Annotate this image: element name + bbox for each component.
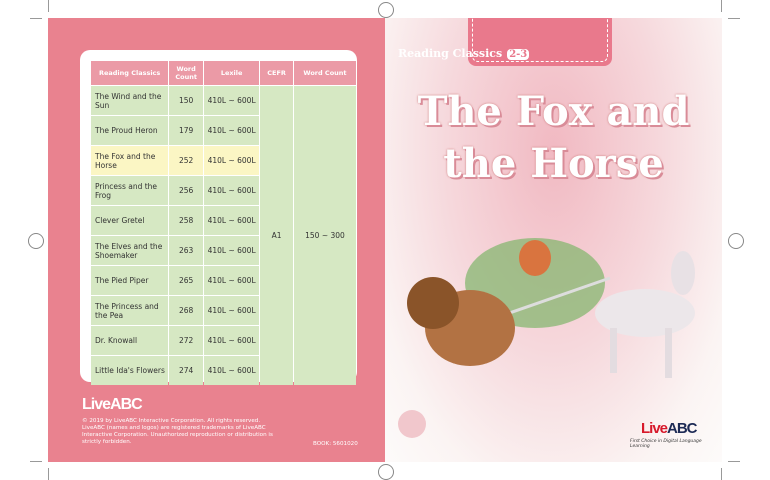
horse-body [595, 289, 695, 337]
cell-title: Princess and the Frog [91, 176, 169, 205]
cell-title: The Fox and the Horse [91, 146, 169, 175]
front-cover: Reading Classics 2-3 The Fox and the Horse… [385, 18, 722, 462]
back-cover: Reading Classics Word Count Lexile CEFR Word… [48, 18, 385, 462]
table-row: The Wind and the Sun 150 410L ~ 600L A1 150 … [91, 86, 356, 385]
column-header: Reading Classics [91, 61, 169, 85]
series-label: Reading Classics 2-3 [398, 47, 530, 60]
series-tab [468, 18, 612, 66]
horse-leg [610, 328, 617, 373]
table-row: The Princess and the Pea 268 410L ~ 600L [91, 296, 356, 325]
cell-count: 258 [169, 206, 204, 235]
rope [494, 276, 611, 320]
crop-mark [48, 468, 49, 480]
cell-word_count_range: 150 ~ 300 [293, 86, 356, 385]
crop-mark [721, 0, 722, 12]
table-row: Little Ida's Flowers 274 410L ~ 600L [91, 356, 356, 385]
fox [519, 240, 551, 276]
table-row: Dr. Knowall 272 410L ~ 600L [91, 326, 356, 355]
cell-lexile: 410L ~ 600L [204, 86, 260, 115]
tagline: First Choice in Digital Language Learnin… [630, 439, 702, 449]
cell-lexile: 410L ~ 600L [204, 236, 260, 265]
copyright-text: © 2019 by LiveABC Interactive Corporatio… [82, 418, 273, 445]
table-row: The Pied Piper 265 410L ~ 600L [91, 266, 356, 295]
cell-title: The Elves and the Shoemaker [91, 236, 169, 265]
reading-pen-icon[interactable] [398, 410, 426, 438]
reading-list-table: Reading Classics Word Count Lexile CEFR Word… [90, 60, 357, 386]
series-name: Reading Classics [398, 47, 503, 60]
column-header: CEFR [260, 61, 293, 85]
cell-count: 268 [169, 296, 204, 325]
registration-mark [728, 233, 744, 249]
book-code: BOOK: 5601020 [313, 441, 358, 447]
crop-mark [30, 18, 42, 19]
column-header: Word Count [169, 61, 204, 85]
title-line: The Fox and [417, 88, 690, 135]
cell-lexile: 410L ~ 600L [204, 206, 260, 235]
cell-lexile: 410L ~ 600L [204, 116, 260, 145]
cell-count: 265 [169, 266, 204, 295]
cell-count: 179 [169, 116, 204, 145]
book-title: The Fox and the Horse [385, 86, 722, 190]
title-line: the Horse [443, 140, 664, 187]
cell-title: Clever Gretel [91, 206, 169, 235]
cell-count: 256 [169, 176, 204, 205]
crop-mark [721, 468, 722, 480]
table-row: The Fox and the Horse 252 410L ~ 600L [91, 146, 356, 175]
cell-lexile: 410L ~ 600L [204, 176, 260, 205]
registration-mark [28, 233, 44, 249]
crop-mark [728, 18, 740, 19]
table-row: The Elves and the Shoemaker 263 410L ~ 600… [91, 236, 356, 265]
cell-lexile: 410L ~ 600L [204, 266, 260, 295]
cell-title: The Wind and the Sun [91, 86, 169, 115]
reading-list-card: Reading Classics Word Count Lexile CEFR Word… [80, 50, 357, 385]
cell-lexile: 410L ~ 600L [204, 356, 260, 385]
table-row: The Proud Heron 179 410L ~ 600L [91, 116, 356, 145]
cell-count: 274 [169, 356, 204, 385]
cell-cefr: A1 [260, 86, 293, 385]
lion-mane [407, 277, 459, 329]
cell-title: The Pied Piper [91, 266, 169, 295]
cell-title: Dr. Knowall [91, 326, 169, 355]
column-header: Word Count [293, 61, 356, 85]
cell-title: The Proud Heron [91, 116, 169, 145]
table-row: Princess and the Frog 256 410L ~ 600L [91, 176, 356, 205]
cell-count: 263 [169, 236, 204, 265]
crop-mark [30, 461, 42, 462]
table-row: Clever Gretel 258 410L ~ 600L [91, 206, 356, 235]
horse-head [671, 251, 695, 295]
column-header: Lexile [204, 61, 260, 85]
cell-count: 252 [169, 146, 204, 175]
liveabc-logo: LiveABC [82, 396, 143, 413]
cover-illustration [407, 238, 695, 378]
cell-count: 150 [169, 86, 204, 115]
level-badge: 2-3 [507, 49, 530, 60]
cell-title: The Princess and the Pea [91, 296, 169, 325]
liveabc-logo: LiveABC [641, 420, 697, 437]
cell-lexile: 410L ~ 600L [204, 326, 260, 355]
crop-mark [48, 0, 49, 12]
cell-title: Little Ida's Flowers [91, 356, 169, 385]
crop-mark [728, 461, 740, 462]
registration-mark [378, 464, 394, 480]
cell-lexile: 410L ~ 600L [204, 296, 260, 325]
cell-lexile: 410L ~ 600L [204, 146, 260, 175]
horse-leg [665, 328, 672, 378]
registration-mark [378, 2, 394, 18]
cell-count: 272 [169, 326, 204, 355]
